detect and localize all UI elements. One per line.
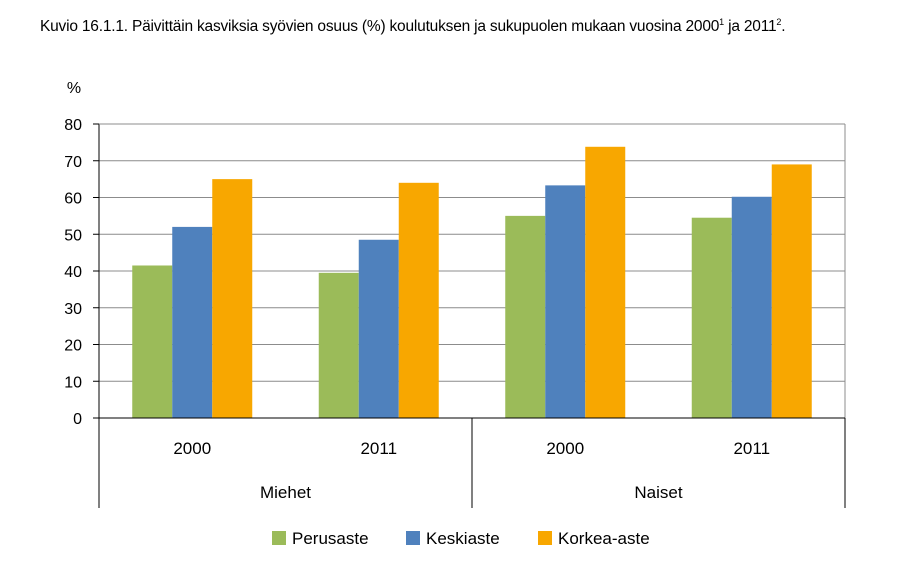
bar-perusaste xyxy=(318,272,359,418)
bar-keskiaste xyxy=(358,239,399,418)
bar-korkea-aste xyxy=(398,182,439,418)
axes xyxy=(93,123,846,508)
y-tick-label: 10 xyxy=(64,374,82,391)
legend-item-perusaste: Perusaste xyxy=(272,529,369,548)
y-tick-label: 20 xyxy=(64,338,82,355)
legend-swatch xyxy=(406,531,420,545)
bar-keskiaste xyxy=(172,226,213,418)
legend-item-korkea-aste: Korkea-aste xyxy=(538,529,650,548)
y-tick-label: 50 xyxy=(64,227,82,244)
legend-label: Keskiaste xyxy=(426,529,500,548)
x-category-labels: Miehet Naiset 2000 2011 2000 2011 xyxy=(173,439,770,502)
y-tick-labels: 0 10 20 30 40 50 60 70 80 xyxy=(64,117,82,428)
bar-perusaste xyxy=(691,217,732,418)
y-tick-label: 70 xyxy=(64,154,82,171)
x-category-label: 2011 xyxy=(360,439,397,458)
x-category-label: 2011 xyxy=(733,439,770,458)
legend-swatch xyxy=(272,531,286,545)
y-tick-label: 30 xyxy=(64,301,82,318)
legend-label: Korkea-aste xyxy=(558,529,650,548)
bar-korkea-aste xyxy=(771,164,812,418)
bars xyxy=(132,146,812,418)
bar-perusaste xyxy=(505,215,546,418)
bar-korkea-aste xyxy=(212,179,253,418)
y-tick-label: 80 xyxy=(64,117,82,134)
y-tick-label: 40 xyxy=(64,264,82,281)
legend-item-keskiaste: Keskiaste xyxy=(406,529,500,548)
x-category-label: 2000 xyxy=(546,439,584,458)
legend-label: Perusaste xyxy=(292,529,369,548)
group-label: Naiset xyxy=(634,483,682,502)
legend-swatch xyxy=(538,531,552,545)
bar-keskiaste xyxy=(731,196,772,418)
x-category-label: 2000 xyxy=(173,439,211,458)
legend: Perusaste Keskiaste Korkea-aste xyxy=(272,529,650,548)
bar-perusaste xyxy=(132,265,173,418)
y-axis-label: % xyxy=(67,80,81,97)
bar-korkea-aste xyxy=(585,146,626,418)
group-label: Miehet xyxy=(260,483,311,502)
y-tick-label: 60 xyxy=(64,191,82,208)
chart-title: Kuvio 16.1.1. Päivittäin kasviksia syövi… xyxy=(40,16,786,35)
y-tick-label: 0 xyxy=(73,411,82,428)
bar-keskiaste xyxy=(545,185,586,418)
